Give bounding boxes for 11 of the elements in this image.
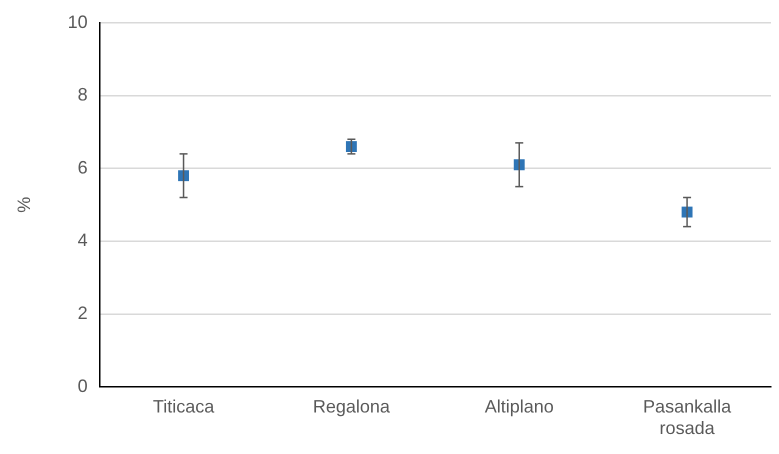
y-axis-title: %	[14, 196, 34, 213]
x-tick-label: Pasankalla rosada	[643, 396, 732, 438]
y-tick-label: 2	[78, 302, 88, 323]
y-tick-label: 0	[78, 376, 88, 396]
x-tick-label: Altiplano	[484, 396, 554, 417]
y-tick-label: 10	[68, 12, 88, 32]
y-tick-label: 4	[78, 230, 88, 250]
x-tick-label: Regalona	[312, 396, 391, 417]
x-tick-label: Titicaca	[152, 396, 216, 417]
y-tick-label: 8	[78, 84, 88, 105]
y-tick-label: 6	[78, 157, 88, 178]
